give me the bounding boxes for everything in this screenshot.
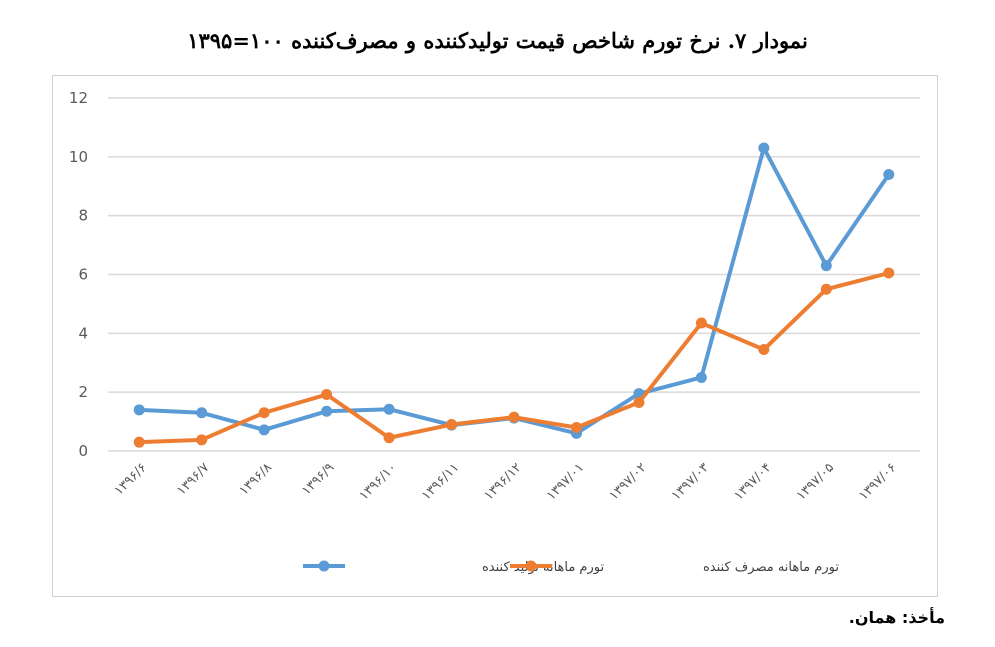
x-tick-label: ۱۳۹۶/۹ <box>299 460 337 498</box>
data-point <box>383 403 395 415</box>
data-point <box>695 317 707 329</box>
data-point <box>133 404 145 416</box>
chart-frame <box>52 75 938 597</box>
y-tick-label: 8 <box>78 207 88 225</box>
x-tick-label: ۱۳۹۷/۰۶ <box>856 460 899 503</box>
y-tick-label: 10 <box>69 148 88 166</box>
data-point <box>258 407 270 419</box>
data-point <box>820 260 832 272</box>
data-point <box>570 421 582 433</box>
y-tick-label: 12 <box>69 89 88 107</box>
x-tick-label: ۱۳۹۶/۷ <box>174 460 212 498</box>
x-tick-label: ۱۳۹۷/۰۲ <box>606 460 649 503</box>
x-tick-label: ۱۳۹۷/۰۵ <box>794 460 837 503</box>
data-point <box>633 396 645 408</box>
series-line-0 <box>139 146 891 436</box>
x-tick-label: ۱۳۹۷/۰۳ <box>669 460 712 503</box>
data-point <box>883 267 895 279</box>
x-tick-label: ۱۳۹۶/۸ <box>237 460 275 498</box>
data-point <box>258 424 270 436</box>
x-tick-label: ۱۳۹۷/۰۴ <box>731 460 774 503</box>
data-point <box>196 434 208 446</box>
legend-label: تورم ماهانه مصرف کننده <box>703 560 839 575</box>
data-point <box>508 411 520 423</box>
data-point <box>758 344 770 356</box>
legend-marker <box>318 560 330 572</box>
chart-title: نمودار ۷. نرخ تورم شاخص قیمت تولیدکننده … <box>187 28 808 53</box>
data-point <box>820 283 832 295</box>
x-tick-label: ۱۳۹۶/۱۰ <box>357 460 400 503</box>
x-tick-label: ۱۳۹۶/۱۱ <box>419 460 462 503</box>
y-tick-label: 4 <box>78 324 88 342</box>
data-point <box>133 436 145 448</box>
data-point <box>695 371 707 383</box>
y-tick-label: 0 <box>78 442 88 460</box>
y-tick-label: 6 <box>78 266 88 284</box>
y-tick-label: 2 <box>78 383 88 401</box>
data-point <box>883 168 895 180</box>
data-point <box>321 389 333 401</box>
x-tick-label: ۱۳۹۷/۰۱ <box>544 460 587 503</box>
x-tick-label: ۱۳۹۶/۱۲ <box>481 460 524 503</box>
legend-marker <box>525 560 537 572</box>
x-tick-label: ۱۳۹۶/۶ <box>112 460 150 498</box>
data-point <box>321 405 333 417</box>
data-point <box>196 407 208 419</box>
data-point <box>383 432 395 444</box>
data-point <box>446 419 458 431</box>
source-note: مأخذ: همان. <box>848 608 945 627</box>
data-point <box>758 142 770 154</box>
